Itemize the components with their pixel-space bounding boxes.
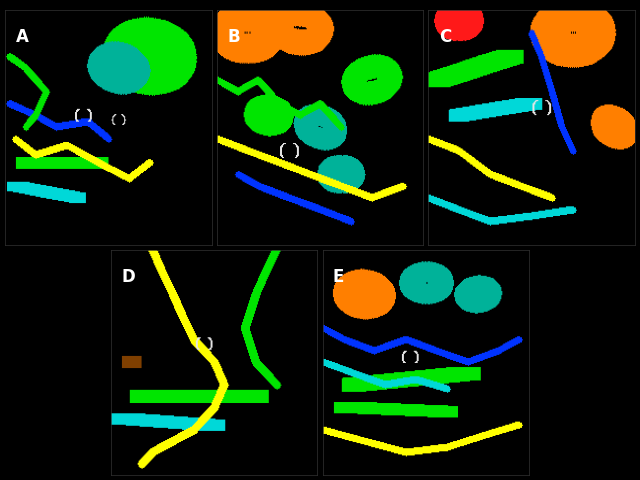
Text: C: C [438, 28, 451, 47]
Text: E: E [333, 268, 344, 286]
Text: B: B [227, 28, 240, 47]
Text: A: A [15, 28, 28, 47]
Text: D: D [121, 268, 135, 286]
